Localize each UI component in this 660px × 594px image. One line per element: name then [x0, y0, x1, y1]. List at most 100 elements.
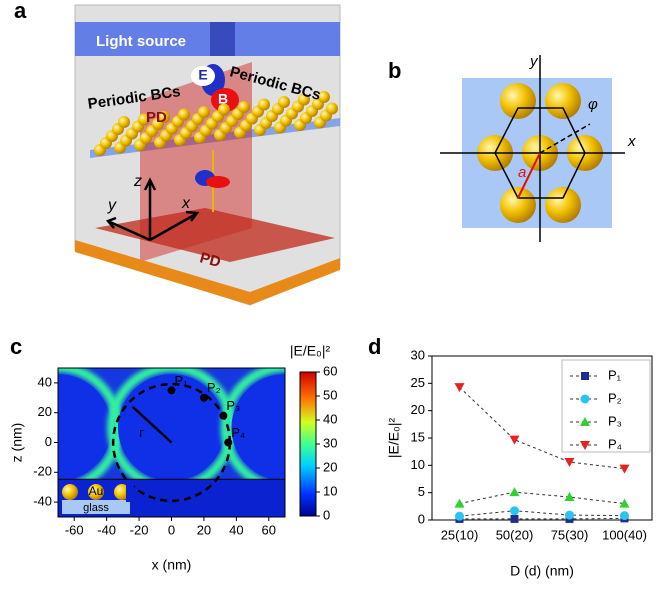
- sphere: [198, 106, 210, 118]
- lattice-label: a: [518, 164, 526, 181]
- x-tick-label: 40: [229, 522, 243, 537]
- legend-label: P₂: [608, 390, 622, 405]
- inset-glass: [62, 500, 130, 514]
- colorbar-tick-label: 40: [323, 411, 337, 426]
- panel-label: c: [10, 334, 22, 359]
- radius: [131, 405, 173, 444]
- legend-frame: [561, 359, 651, 453]
- sphere: [158, 111, 170, 123]
- inset-particle: [62, 484, 78, 500]
- y-tick-label: 10: [411, 457, 425, 472]
- y-tick-label: 20: [411, 402, 425, 417]
- x-tick-label: 100(40): [602, 527, 647, 542]
- y-tick-label: 0: [45, 434, 52, 449]
- marker: [509, 487, 520, 497]
- sphere: [218, 103, 230, 116]
- annotation: P₄: [231, 425, 245, 440]
- marker: [564, 458, 575, 468]
- marker: [510, 506, 519, 516]
- marker: [619, 464, 630, 474]
- x-tick-label: 0: [168, 522, 175, 537]
- colorbar-tick-label: 0: [323, 507, 330, 522]
- particle: [231, 374, 285, 482]
- y-tick-label: 15: [411, 429, 425, 444]
- annotation: P₁: [175, 373, 189, 388]
- y-axis-label: z (nm): [9, 423, 25, 463]
- inset-particle: [88, 484, 104, 500]
- x-tick-label: 20: [197, 522, 211, 537]
- x-tick-label: -60: [65, 522, 84, 537]
- marker: [580, 441, 590, 450]
- annotation: r: [139, 425, 144, 440]
- panel-d: 0 5 10 15 20 25 30 25(10) 50(20) 75(30) 100(40) D (…: [386, 347, 653, 579]
- sphere: [326, 102, 338, 115]
- annotation: P₂: [207, 380, 221, 395]
- colorbar-tick-label: 20: [323, 459, 337, 474]
- inset-cover: [58, 482, 62, 502]
- y-tick-label: 40: [38, 374, 52, 389]
- marker: [455, 511, 464, 521]
- inset-cover: [126, 482, 134, 502]
- colorbar-tick-label: 50: [323, 387, 337, 402]
- marker: [581, 372, 589, 380]
- panel-label: a: [14, 0, 27, 23]
- legend-label: P₁: [608, 367, 622, 382]
- series-line: [459, 386, 625, 470]
- marker: [580, 394, 590, 404]
- marker: [509, 435, 520, 445]
- axis-label: x: [181, 195, 191, 212]
- x-tick-label: -40: [97, 522, 116, 537]
- marker: [565, 510, 574, 520]
- y-tick-label: 30: [411, 347, 425, 362]
- x-tick-label: 60: [262, 522, 276, 537]
- lattice-diagram: y x φ a: [440, 53, 636, 242]
- legend-label: P₃: [608, 413, 622, 428]
- marker: [580, 417, 590, 426]
- sphere: [118, 116, 130, 128]
- sphere: [258, 98, 270, 111]
- axis-label: x: [627, 133, 636, 150]
- axis-label: z: [133, 173, 142, 190]
- x-axis-label: D (d) (nm): [510, 563, 574, 579]
- marker: [454, 498, 465, 508]
- sphere: [238, 101, 250, 113]
- sphere: [138, 113, 150, 126]
- annotation: Au: [89, 484, 104, 498]
- annotation: P₃: [226, 398, 240, 413]
- y-tick-label: 5: [418, 484, 425, 499]
- series-line: [459, 517, 625, 520]
- marker: [620, 511, 629, 521]
- sphere: [178, 108, 190, 121]
- field-glow: [220, 368, 285, 493]
- point: [219, 411, 228, 420]
- y-tick-label: 0: [418, 511, 425, 526]
- axis-label: y: [529, 53, 539, 70]
- simulation-box: Light source E B Periodic BCs Periodic B…: [74, 4, 341, 306]
- legend-label: P₄: [608, 436, 622, 451]
- point: [199, 393, 208, 402]
- label: E: [198, 67, 207, 83]
- sphere: [278, 96, 290, 108]
- y-tick-label: 20: [38, 404, 52, 419]
- panel-label: b: [388, 58, 401, 83]
- marker: [454, 383, 465, 393]
- colorbar-tick-label: 10: [323, 483, 337, 498]
- label: Light source: [96, 33, 186, 50]
- y-tick-label: 25: [411, 375, 425, 390]
- series-line: [459, 510, 625, 517]
- marker: [564, 492, 575, 502]
- marker: [510, 514, 519, 523]
- label: PD: [146, 109, 167, 126]
- panel-c: P₁ P₂ P₃ P₄ r Au glass -60 -40 -20 0 20 40 60 -40 -20 0 2…: [9, 343, 338, 573]
- colorbar-tick-label: 30: [323, 435, 337, 450]
- x-tick-label: -20: [130, 522, 149, 537]
- x-tick-label: 75(30): [551, 527, 589, 542]
- particle: [117, 374, 226, 482]
- point: [167, 386, 176, 395]
- x-tick-label: 25(10): [441, 527, 479, 542]
- colorbar: [299, 371, 317, 517]
- particle: [58, 374, 112, 482]
- x-axis-label: x (nm): [152, 557, 192, 573]
- angle-label: φ: [588, 96, 598, 113]
- sphere: [318, 91, 330, 103]
